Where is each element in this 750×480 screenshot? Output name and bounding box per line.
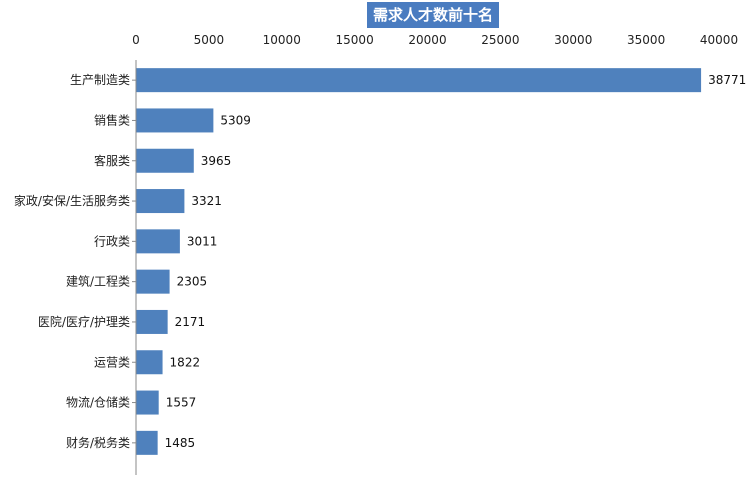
category-label: 财务/税务类: [66, 435, 130, 450]
category-label: 建筑/工程类: [66, 274, 130, 289]
category-label: 生产制造类: [70, 73, 130, 87]
bar: [136, 229, 180, 254]
category-label: 医院/医疗/护理类: [38, 315, 130, 329]
bar: [136, 269, 170, 294]
x-tick-label: 20000: [408, 33, 446, 47]
bar: [136, 108, 214, 133]
bar: [136, 189, 185, 214]
bar: [136, 68, 702, 93]
x-tick-label: 40000: [700, 33, 738, 47]
value-labels: 38771 5309 3965 3321 3011 2305 2171 1822 1557 148…: [165, 73, 747, 450]
data-label: 1822: [170, 355, 201, 369]
bar: [136, 430, 158, 455]
category-labels: 生产制造类销售类客服类家政/安保/生活服务类行政类建筑/工程类医院/医疗/护理类…: [14, 73, 130, 450]
data-label: 38771: [708, 73, 746, 87]
category-label: 行政类: [94, 234, 130, 248]
data-label: 3011: [187, 234, 218, 248]
x-tick-label: 0: [132, 33, 140, 47]
data-label: 5309: [220, 113, 251, 127]
data-label: 2305: [177, 275, 208, 289]
chart-title: 需求人才数前十名: [367, 2, 499, 28]
bar: [136, 309, 168, 334]
data-label: 3321: [191, 194, 222, 208]
bar: [136, 148, 194, 173]
x-tick-label: 5000: [194, 33, 225, 47]
x-tick-label: 35000: [627, 33, 665, 47]
category-label: 家政/安保/生活服务类: [14, 193, 130, 208]
bars: [132, 68, 702, 455]
bar: [136, 350, 163, 375]
category-label: 物流/仓储类: [66, 395, 130, 410]
x-axis-ticks: 0 5000 10000 15000 20000 25000 30000 35000 40000: [132, 33, 738, 47]
category-label: 客服类: [94, 153, 130, 168]
x-tick-label: 10000: [263, 33, 301, 47]
data-label: 3965: [201, 154, 232, 168]
x-tick-label: 25000: [481, 33, 519, 47]
data-label: 1557: [166, 396, 197, 410]
x-tick-label: 15000: [336, 33, 374, 47]
data-label: 1485: [165, 436, 196, 450]
x-tick-label: 30000: [554, 33, 592, 47]
category-label: 销售类: [94, 112, 130, 127]
data-label: 2171: [175, 315, 206, 329]
bar: [136, 390, 159, 415]
category-label: 运营类: [94, 355, 130, 369]
